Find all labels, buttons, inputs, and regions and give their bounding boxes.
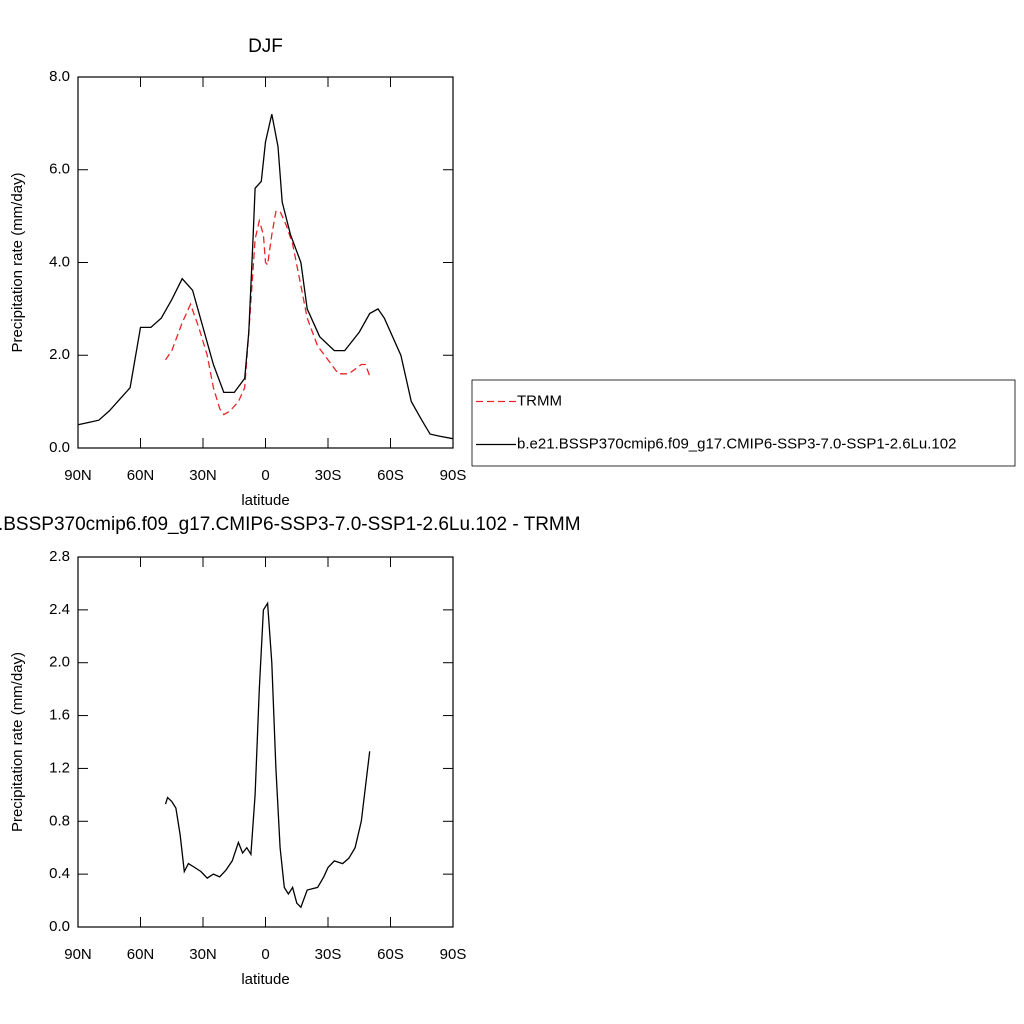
line-series	[164, 210, 371, 416]
x-axis-label: latitude	[241, 971, 289, 988]
chart-title: b.e21.BSSP370cmip6.f09_g17.CMIP6-SSP3-7.…	[0, 514, 581, 535]
y-tick-label: 6.0	[49, 161, 70, 178]
y-tick-label: 2.8	[49, 548, 70, 565]
y-tick-label: 0.8	[49, 812, 70, 829]
plot-frame	[77, 556, 454, 928]
y-tick-label: 4.0	[49, 253, 70, 270]
x-tick-label: 30N	[189, 946, 217, 963]
plot-frame	[77, 76, 454, 449]
y-axis-label: Precipitation rate (mm/day)	[9, 172, 26, 352]
y-tick-label: 2.4	[49, 601, 70, 618]
y-tick-label: 1.2	[49, 759, 70, 776]
y-tick-label: 2.0	[49, 346, 70, 363]
x-axis-label: latitude	[241, 492, 289, 509]
x-tick-label: 90N	[64, 467, 92, 484]
x-tick-label: 90S	[440, 946, 467, 963]
y-tick-label: 0.0	[49, 439, 70, 456]
y-tick-label: 8.0	[49, 68, 70, 85]
y-axis-label: Precipitation rate (mm/day)	[9, 652, 26, 832]
y-tick-label: 1.6	[49, 707, 70, 724]
legend-label: b.e21.BSSP370cmip6.f09_g17.CMIP6-SSP3-7.…	[517, 435, 956, 452]
x-tick-label: 0	[261, 946, 269, 963]
x-tick-label: 90S	[440, 467, 467, 484]
legend-label: TRMM	[517, 392, 562, 409]
legend-box	[471, 379, 1016, 467]
y-tick-label: 0.0	[49, 918, 70, 935]
y-tick-label: 0.4	[49, 865, 70, 882]
line-series	[164, 601, 371, 909]
x-tick-label: 60N	[127, 467, 155, 484]
x-tick-label: 60N	[127, 946, 155, 963]
x-tick-label: 30S	[315, 467, 342, 484]
chart-title: DJF	[248, 36, 283, 57]
x-tick-label: 30N	[189, 467, 217, 484]
line-series	[77, 113, 454, 440]
x-tick-label: 60S	[377, 946, 404, 963]
x-tick-label: 60S	[377, 467, 404, 484]
y-tick-label: 2.0	[49, 654, 70, 671]
x-tick-label: 0	[261, 467, 269, 484]
x-tick-label: 30S	[315, 946, 342, 963]
x-tick-label: 90N	[64, 946, 92, 963]
